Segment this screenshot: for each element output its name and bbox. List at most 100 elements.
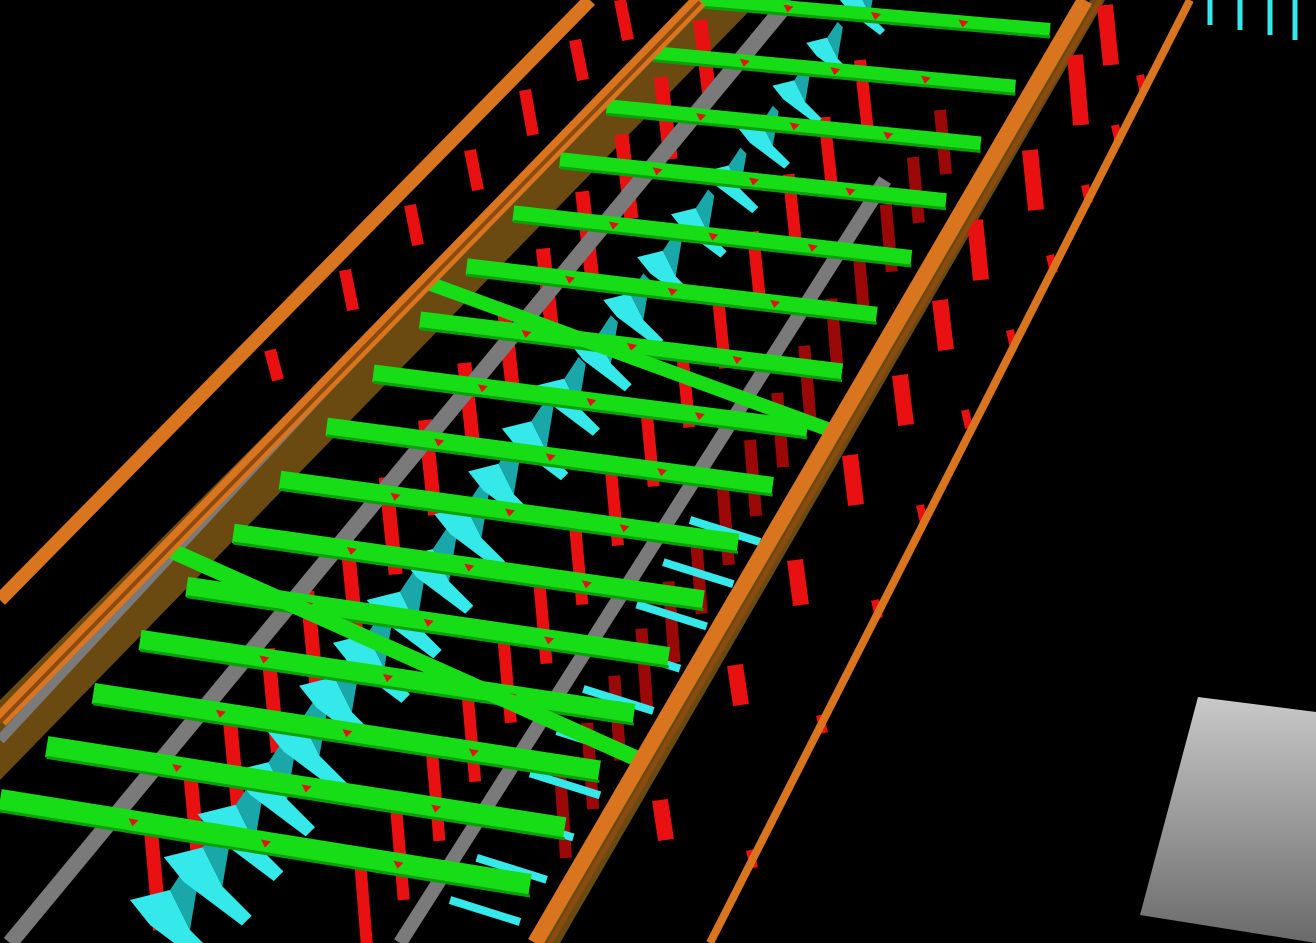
post [967,219,989,281]
crossbeam-notch [477,384,488,393]
crossbeam-edge [0,809,531,898]
bracket [434,506,505,570]
crossbeam-notch [259,655,270,664]
post [635,628,654,712]
crossbeam-notch [627,343,637,351]
crossbeam-notch [845,187,856,196]
bracket [603,293,664,347]
post [464,148,484,192]
crossbeam-notch [920,75,931,84]
crossbeam-notch [342,729,353,738]
crossbeam-notch [807,243,818,252]
crossbeam-notch [581,580,592,589]
post [852,250,871,322]
crossbeam-notch [739,58,750,67]
crossbeam-notch [783,4,794,13]
bracket [1207,0,1213,25]
post [798,345,817,419]
bracket [1292,0,1298,40]
post [1022,149,1044,211]
bracket [582,685,655,715]
crossbeams-layer [0,0,1051,898]
crossbeam-notch [505,508,515,517]
crossbeam-notch [431,804,442,813]
crossbeam-notch [883,131,894,140]
bracket [130,890,203,943]
post [264,348,284,382]
bracket-side [531,399,554,451]
rail-inner-left [0,0,706,726]
crossbeam-edge [46,755,565,841]
crossbeam-notch [565,275,576,284]
post [932,299,954,351]
bracket [1267,0,1273,35]
crossbeam-notch [696,113,707,121]
crossbeam-edge [653,59,1016,96]
crossbeam [417,273,833,437]
crossbeam-notch [544,636,555,645]
bracket-side [400,566,425,625]
crossbeam-notch [172,764,183,772]
post [425,745,446,842]
crossbeam-edge [326,434,773,497]
crossbeam-notch [770,299,781,308]
post [339,268,359,312]
bracket [635,600,708,631]
crossbeam-edge [513,219,912,268]
bracket [163,847,252,926]
crossbeam [166,542,644,768]
crossbeam-notch [652,167,663,176]
crossbeam-notch [732,356,743,364]
crossbeam-notch [667,287,678,296]
crossbeam-edge [466,273,877,325]
crossbeam-notch [830,67,841,76]
rail-inner-right-shade [547,0,1103,943]
crossbeam-notch [749,177,759,186]
solid-block [1140,697,1316,943]
bracket [662,558,735,589]
crossbeam-notch [657,468,668,477]
crossbeam-notch [608,221,619,230]
crossbeam-notch [423,618,434,627]
crossbeam-notch [468,748,479,757]
post [614,0,634,42]
post [842,454,864,506]
crossbeam-edge [93,702,600,783]
crossbeam-notch [871,12,881,20]
post [787,558,809,607]
post [404,203,424,247]
crossbeam-notch [619,524,630,533]
crossbeam-notch [128,818,139,827]
crossbeam-notch [521,330,532,338]
crossbeam-notch [393,860,404,869]
crossbeam-edge [233,541,704,612]
bracket [1237,0,1243,30]
crossbeam-notch [586,398,597,407]
crossbeam-notch [215,709,226,718]
post [892,374,914,426]
rail-outer-left [0,0,595,605]
bracket [688,516,762,546]
crossbeam-edge [279,487,739,554]
bracket [772,80,822,125]
bracket-side [662,231,683,277]
post [1067,54,1089,126]
bracket [528,769,602,800]
crossbeam-notch [261,839,271,848]
post [746,230,767,310]
crossbeam-notch [789,122,800,131]
crossbeam-notch [958,19,969,28]
crossbeam-edge [559,166,947,211]
crossbeam-notch [464,563,475,572]
rails-layer [0,0,1194,943]
crossbeam-edge [606,112,981,154]
crossbeam-notch [346,547,357,555]
post [569,38,589,82]
post [1097,4,1119,66]
post [519,88,539,137]
block-layer [1140,697,1316,943]
crossbeam-notch [390,492,401,501]
rail-outer-right [706,0,1194,943]
